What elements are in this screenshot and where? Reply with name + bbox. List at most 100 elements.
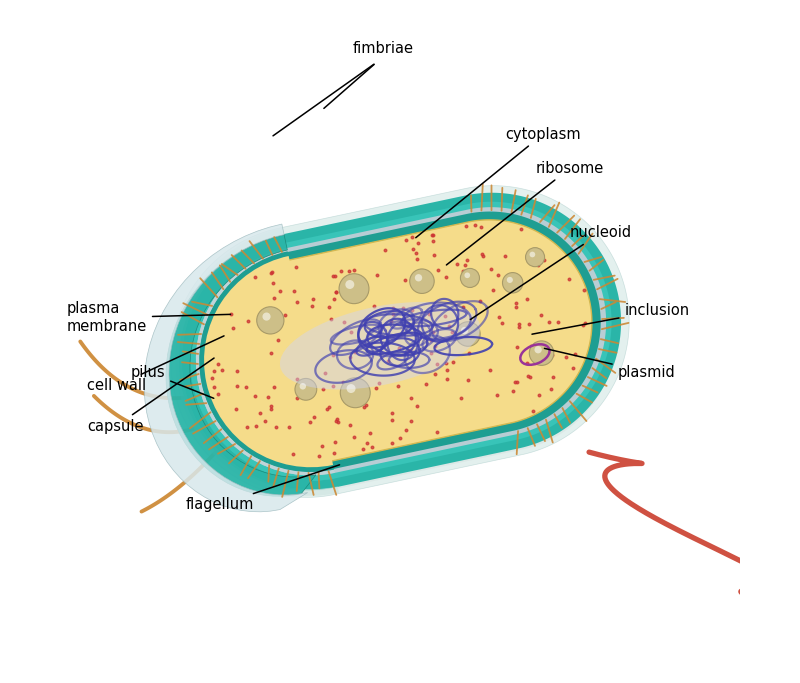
Point xyxy=(265,348,278,359)
Text: ribosome: ribosome xyxy=(446,161,604,265)
Point xyxy=(462,348,475,359)
Point xyxy=(385,315,398,326)
Point xyxy=(344,351,357,362)
Point xyxy=(491,389,504,400)
Point xyxy=(265,401,278,412)
Point xyxy=(268,382,281,393)
Point xyxy=(387,302,400,313)
Point xyxy=(249,272,262,283)
Point xyxy=(353,374,366,385)
Point xyxy=(241,421,254,432)
Wedge shape xyxy=(175,228,339,496)
Point xyxy=(431,359,444,370)
Circle shape xyxy=(456,322,480,346)
Point xyxy=(319,367,332,378)
Point xyxy=(211,359,224,370)
Point xyxy=(290,393,303,404)
Point xyxy=(366,442,378,453)
Point xyxy=(394,432,406,443)
Point xyxy=(336,377,349,388)
Point xyxy=(400,234,413,245)
Polygon shape xyxy=(194,207,606,476)
Point xyxy=(402,346,414,357)
Point xyxy=(242,316,254,326)
Point xyxy=(230,403,243,414)
Text: cell wall: cell wall xyxy=(87,336,224,393)
Point xyxy=(378,245,391,256)
Point xyxy=(327,294,340,305)
Point xyxy=(428,340,441,351)
Point xyxy=(510,298,522,309)
Point xyxy=(523,319,536,330)
Point xyxy=(515,224,528,235)
Point xyxy=(566,363,579,374)
Point xyxy=(426,236,439,247)
Point xyxy=(405,416,418,427)
Point xyxy=(206,373,218,384)
Point xyxy=(303,416,316,427)
Point xyxy=(511,377,524,388)
Point xyxy=(544,346,557,357)
Text: plasma
membrane: plasma membrane xyxy=(66,301,230,334)
Point xyxy=(264,267,277,278)
Point xyxy=(226,323,239,334)
Point xyxy=(524,340,537,351)
Point xyxy=(492,270,505,281)
Point xyxy=(547,372,560,382)
Polygon shape xyxy=(144,224,308,512)
Point xyxy=(521,357,534,368)
Point xyxy=(578,284,590,295)
Point xyxy=(265,404,278,415)
Point xyxy=(266,266,278,277)
Ellipse shape xyxy=(280,302,480,389)
Circle shape xyxy=(299,383,306,389)
Point xyxy=(412,238,425,249)
Point xyxy=(207,365,220,376)
Point xyxy=(391,380,404,391)
Point xyxy=(272,335,285,346)
Polygon shape xyxy=(171,186,629,497)
Point xyxy=(520,294,533,305)
Text: flagellum: flagellum xyxy=(186,465,339,512)
Point xyxy=(406,305,418,316)
Point xyxy=(438,310,451,321)
Point xyxy=(446,326,458,337)
Point xyxy=(484,365,497,376)
Point xyxy=(523,372,536,382)
Point xyxy=(429,369,442,380)
Point xyxy=(493,311,506,322)
Point xyxy=(282,422,295,433)
Point xyxy=(426,229,439,240)
Circle shape xyxy=(461,268,479,288)
Point xyxy=(522,371,534,382)
Point xyxy=(342,266,355,277)
Circle shape xyxy=(410,269,434,294)
Circle shape xyxy=(346,280,354,289)
Point xyxy=(442,320,455,331)
Point xyxy=(512,319,525,330)
Point xyxy=(486,284,499,295)
Point xyxy=(577,320,590,331)
Point xyxy=(510,302,522,313)
Point xyxy=(323,402,336,413)
Circle shape xyxy=(415,274,422,281)
Point xyxy=(290,296,303,307)
Point xyxy=(508,377,521,388)
Point xyxy=(270,421,282,432)
Polygon shape xyxy=(179,193,621,490)
Point xyxy=(328,436,341,447)
Point xyxy=(467,331,480,342)
Point xyxy=(513,322,526,333)
Text: capsule: capsule xyxy=(87,358,214,434)
Point xyxy=(266,277,279,288)
Point xyxy=(257,316,270,327)
Point xyxy=(349,346,362,357)
Point xyxy=(397,303,410,313)
Point xyxy=(416,275,429,286)
Point xyxy=(400,424,413,435)
Point xyxy=(254,408,266,419)
Point xyxy=(345,327,358,338)
Point xyxy=(363,428,376,438)
Point xyxy=(325,313,338,324)
Point xyxy=(462,374,474,385)
